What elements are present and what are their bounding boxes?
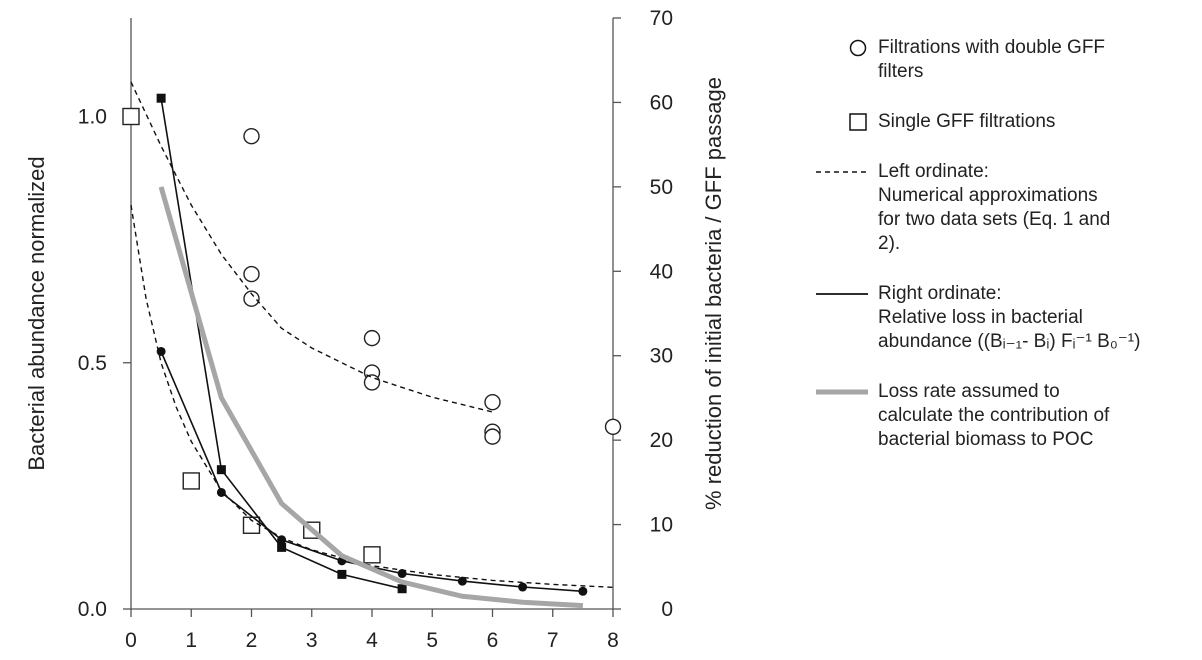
x-tick-label: 5 [426,629,438,652]
x-tick-label: 8 [607,629,619,652]
relative-loss-circle-point [518,582,528,592]
relative-loss-circle-point [216,487,226,497]
single-gff-point [122,107,140,126]
single-gff-point [182,472,200,490]
relative-loss-circle-point [457,576,467,586]
relative-loss-circle-point [397,569,407,579]
legend-item-solid: Right ordinate: Relative loss in bacteri… [816,282,1196,354]
y-right-tick-label: 60 [650,91,673,114]
double-gff-point [484,428,501,445]
dashed-line-icon [816,160,878,184]
double-gff-point [484,393,501,411]
double-gff-point [243,290,260,307]
loss-rate-line [158,186,584,609]
x-tick-label: 6 [487,629,499,652]
chart-marks [122,81,622,609]
chart: 0 1 2 3 4 5 6 7 8 0.0 0.5 1.0 0 10 20 30 40 50 60 70 Bacter… [24,7,726,652]
y-axis-left-label: Bacterial abundance normalized [24,156,49,470]
legend: Filtrations with double GFF filters Sing… [816,36,1196,478]
x-tick-label: 3 [306,629,318,652]
legend-item-gray: Loss rate assumed to calculate the contr… [816,380,1196,452]
open-square-icon [816,110,878,134]
legend-item-single-gff: Single GFF filtrations [816,110,1196,134]
dashed-fit-line [130,81,493,413]
double-gff-point [243,127,260,145]
y-right-tick-label: 30 [650,345,673,368]
solid-line-icon [816,282,878,306]
legend-label: Single GFF filtrations [878,111,1056,132]
relative-loss-square-point [216,465,226,475]
relative-loss-circle-point [277,535,287,545]
axes: 0 1 2 3 4 5 6 7 8 0.0 0.5 1.0 0 10 20 30 40 50 60 70 [78,7,673,652]
double-gff-point [243,265,260,283]
y-left-tick-label: 0.0 [78,598,107,621]
legend-label: Left ordinate: Numerical approximations … [878,161,1111,254]
relative-loss-square-point [337,569,347,579]
relative-loss-circle-point [156,346,166,356]
x-tick-label: 1 [185,629,197,652]
y-right-tick-label: 40 [650,260,673,283]
double-gff-point [363,329,381,347]
y-right-tick-label: 20 [650,429,673,452]
thick-gray-line-icon [816,380,878,404]
legend-item-double-gff: Filtrations with double GFF filters [816,36,1196,84]
double-gff-point [604,418,622,435]
relative-loss-square-point [397,584,407,594]
double-gff-point [363,374,381,391]
open-circle-icon [816,36,878,60]
dashed-fit-line [130,204,614,588]
y-right-tick-label: 70 [650,7,673,30]
y-right-tick-label: 10 [650,514,673,537]
legend-item-dashed: Left ordinate: Numerical approximations … [816,160,1196,256]
y-right-tick-label: 0 [661,598,673,621]
y-axis-right-label: % reduction of initial bacteria / GFF pa… [701,77,726,510]
x-tick-label: 4 [366,629,378,652]
y-right-tick-label: 50 [650,176,673,199]
x-tick-label: 7 [547,629,559,652]
relative-loss-circle-point [578,586,588,596]
relative-loss-square-point [277,542,287,552]
y-left-tick-label: 1.0 [78,106,107,129]
legend-label: Filtrations with double GFF filters [878,37,1106,82]
y-left-tick-label: 0.5 [78,352,107,375]
legend-label: Loss rate assumed to calculate the contr… [878,381,1110,450]
x-tick-label: 2 [246,629,258,652]
x-tick-label: 0 [125,629,137,652]
legend-label: Right ordinate: Relative loss in bacteri… [878,283,1141,352]
relative-loss-square-point [156,93,166,103]
single-gff-point [363,546,381,564]
